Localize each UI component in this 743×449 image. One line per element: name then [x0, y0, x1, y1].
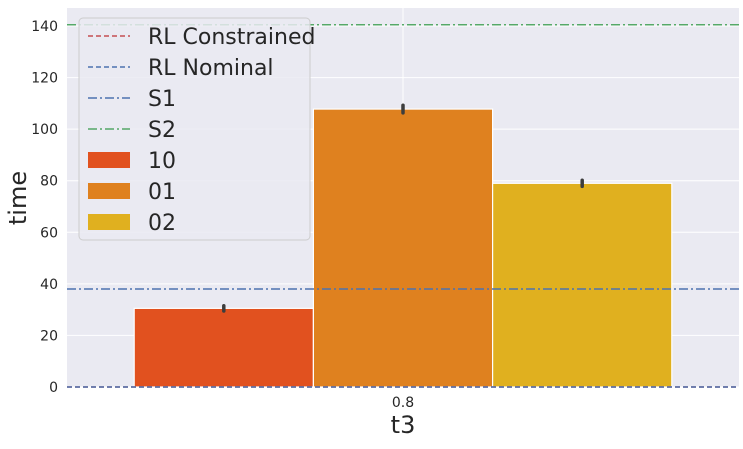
- y-tick-label: 120: [31, 71, 58, 87]
- x-axis-label: t3: [391, 411, 416, 439]
- legend-entry-label: 10: [148, 149, 176, 174]
- x-tick-label: 0.8: [392, 395, 414, 411]
- y-tick-label: 140: [31, 19, 58, 35]
- bar-10: [133, 307, 314, 388]
- legend-entry-label: 02: [148, 211, 176, 236]
- bar-01: [312, 108, 494, 388]
- bars-group: [133, 108, 673, 388]
- legend-swatch: [88, 183, 130, 199]
- legend-entry-label: 01: [148, 180, 176, 205]
- legend-swatch: [88, 214, 130, 230]
- y-tick-label: 100: [31, 122, 58, 138]
- y-tick-label: 80: [40, 174, 58, 190]
- legend-entry-label: RL Constrained: [148, 25, 315, 50]
- legend-entry-label: S1: [148, 87, 176, 112]
- y-tick-label: 0: [49, 380, 58, 396]
- y-tick-label: 40: [40, 277, 58, 293]
- legend-frame: [78, 17, 311, 241]
- y-tick-labels: 0 20 40 60 80 100 120 140: [31, 19, 58, 396]
- error-bars-group: [222, 103, 584, 313]
- legend-entry-label: RL Nominal: [148, 56, 274, 81]
- bar-02: [492, 182, 673, 388]
- x-tick-labels: 0.8: [392, 395, 414, 411]
- y-tick-label: 20: [40, 328, 58, 344]
- legend-swatch: [88, 152, 130, 168]
- legend-entry-label: S2: [148, 118, 176, 143]
- y-tick-label: 60: [40, 225, 58, 241]
- reference-lines-group: [67, 24, 739, 388]
- y-axis-label: time: [4, 171, 32, 225]
- legend: RL Constrained RL Nominal S1 S2 10 01 02: [78, 17, 315, 241]
